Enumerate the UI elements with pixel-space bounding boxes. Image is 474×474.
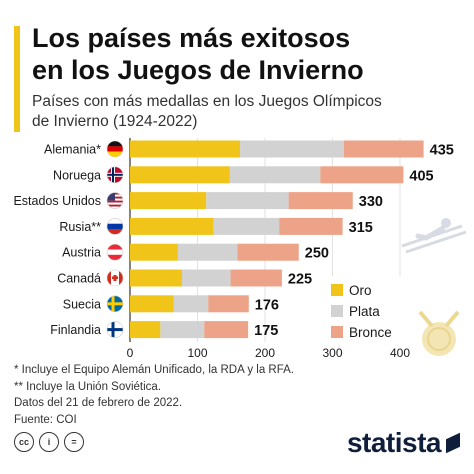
legend-label: Oro [349,283,372,298]
bar-plata [177,243,238,261]
x-tick-label: 300 [322,346,342,360]
bar-bronce [204,321,249,339]
bar-plata [229,166,321,184]
flag-austria-icon [106,243,124,261]
flag-sweden-icon [106,295,124,313]
total-label: 315 [349,220,373,236]
license-icons: cc i = [14,432,84,452]
bar-bronce [288,192,353,210]
footnote-2: ** Incluye la Unión Soviética. [14,380,162,393]
legend-swatch [331,326,343,338]
bar-plata [213,217,280,235]
chart-title: Los países más exitosos en los Juegos de… [32,22,462,86]
ski-jumper-skis-icon [401,224,467,254]
category-label: Alemania* [44,143,101,157]
category-label: Suecia [63,297,101,311]
bar-oro [130,321,161,339]
bar-oro [130,217,214,235]
x-tick-label: 0 [127,346,134,360]
flag-usa-icon [106,192,124,209]
bar-plata [173,295,209,313]
category-label: Rusia** [59,220,101,234]
total-label: 225 [288,272,312,288]
accent-bar [14,26,20,132]
bar-bronce [320,166,404,184]
ski-jumper-body-icon [415,225,446,241]
flag-canada-icon [106,269,124,287]
attribution-icon[interactable]: i [39,432,59,452]
bar-chart: 0 100 200 300 400 Alemania* 435 Noruega 405 Estad… [13,138,467,360]
statista-logo[interactable]: statista [347,427,460,459]
bar-bronce [343,140,424,158]
bar-bronce [237,243,299,261]
x-tick-label: 400 [390,346,410,360]
bar-oro [130,140,241,158]
legend-label: Plata [349,304,380,319]
category-label: Finlandia [50,323,101,337]
total-label: 250 [305,246,329,262]
brand-name: statista [346,427,442,458]
footnote-source: Fuente: COI [14,413,77,426]
medal-icon [422,322,456,356]
bar-oro [130,166,230,184]
title-line-2: en los Juegos de Invierno [32,55,364,85]
no-derivatives-icon[interactable]: = [64,432,84,452]
legend-label: Bronce [349,325,392,340]
bar-bronce [230,269,282,287]
flag-germany-icon [106,140,124,158]
bar-oro [130,295,174,313]
flag-russia-icon [106,218,124,235]
subtitle-line-1: Países con más medallas en los Juegos Ol… [32,93,382,110]
bar-bronce [279,217,343,235]
total-label: 176 [255,297,279,313]
bar-oro [130,269,182,287]
bar-plata [206,192,289,210]
medal-ribbon-icon [418,310,460,328]
title-line-1: Los países más exitosos [32,23,351,53]
creative-commons-icon[interactable]: cc [14,432,34,452]
legend-swatch [331,284,343,296]
subtitle-line-2: de Invierno (1924-2022) [32,113,198,130]
medal-ring-icon [427,327,451,351]
bar-plata [240,140,344,158]
total-label: 405 [409,168,433,184]
x-tick-label: 200 [255,346,275,360]
footnote-1: * Incluye el Equipo Alemán Unificado, la… [14,364,294,376]
flag-norway-icon [106,166,124,184]
flag-finland-icon [106,321,124,338]
bar-plata [160,321,205,339]
footnotes: * Incluye el Equipo Alemán Unificado, la… [14,362,464,428]
total-label: 330 [359,194,383,210]
total-label: 175 [254,323,278,339]
chart-subtitle: Países con más medallas en los Juegos Ol… [32,92,462,132]
bar-oro [130,192,207,210]
bar-oro [130,243,178,261]
total-label: 435 [430,143,454,159]
bar-plata [181,269,231,287]
category-label: Canadá [57,272,101,286]
category-label: Noruega [53,168,101,182]
footnote-date: Datos del 21 de febrero de 2022. [14,397,183,409]
category-label: Austria [62,246,101,260]
legend-swatch [331,305,343,317]
x-tick-label: 100 [187,346,207,360]
ski-jumper-head-icon [441,218,451,228]
bar-bronce [208,295,249,313]
category-label: Estados Unidos [13,194,101,208]
brand-mark-icon [446,432,460,454]
